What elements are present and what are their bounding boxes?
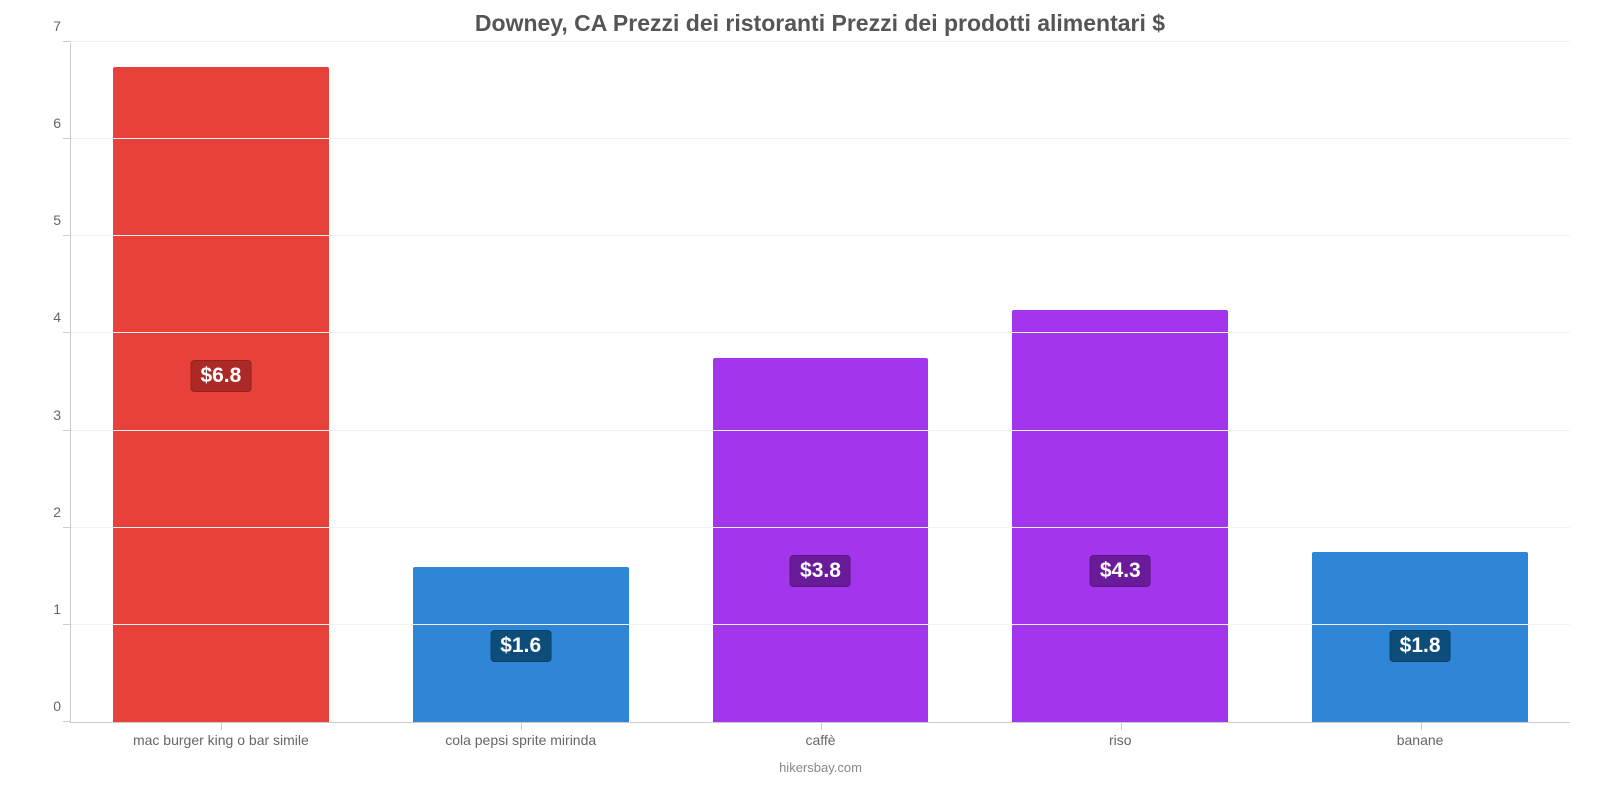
x-tick-mark — [1121, 722, 1122, 730]
bar-slot: $6.8 — [71, 43, 371, 722]
plot-area: $6.8$1.6$3.8$4.3$1.8 mac burger king o b… — [70, 43, 1570, 723]
y-tick-mark — [63, 527, 71, 528]
y-tick-label: 4 — [53, 309, 71, 325]
bar-value-label: $1.8 — [1390, 630, 1451, 662]
y-tick-mark — [63, 624, 71, 625]
y-tick-mark — [63, 721, 71, 722]
y-tick-mark — [63, 430, 71, 431]
bar-value-label: $6.8 — [190, 360, 251, 392]
y-tick-mark — [63, 138, 71, 139]
y-tick-mark — [63, 235, 71, 236]
bar-value-label: $4.3 — [1090, 555, 1151, 587]
y-tick-mark — [63, 332, 71, 333]
bar: $4.3 — [1012, 310, 1228, 722]
grid-line — [71, 41, 1570, 42]
grid-line — [71, 430, 1570, 431]
x-axis-label: cola pepsi sprite mirinda — [371, 732, 671, 748]
y-tick-label: 1 — [53, 601, 71, 617]
x-tick-mark — [521, 722, 522, 730]
bar-slot: $4.3 — [970, 43, 1270, 722]
x-axis-labels: mac burger king o bar similecola pepsi s… — [71, 732, 1570, 748]
y-tick-label: 0 — [53, 698, 71, 714]
x-axis-label: caffè — [671, 732, 971, 748]
grid-line — [71, 332, 1570, 333]
grid-line — [71, 527, 1570, 528]
x-tick-mark — [821, 722, 822, 730]
bar: $3.8 — [713, 358, 929, 722]
x-axis-label: mac burger king o bar simile — [71, 732, 371, 748]
bar: $1.8 — [1312, 552, 1528, 722]
y-tick-label: 6 — [53, 115, 71, 131]
x-axis-label: banane — [1270, 732, 1570, 748]
y-tick-label: 7 — [53, 18, 71, 34]
x-tick-mark — [221, 722, 222, 730]
x-tick-mark — [1421, 722, 1422, 730]
bar-value-label: $3.8 — [790, 555, 851, 587]
bar-value-label: $1.6 — [490, 630, 551, 662]
bar-slot: $1.6 — [371, 43, 671, 722]
credit-text: hikersbay.com — [71, 760, 1570, 775]
y-tick-label: 2 — [53, 504, 71, 520]
bars-layer: $6.8 $1.6 $3.8 $4.3 $1.8 — [71, 43, 1570, 722]
y-tick-label: 5 — [53, 212, 71, 228]
bar-slot: $1.8 — [1270, 43, 1570, 722]
grid-line — [71, 235, 1570, 236]
y-tick-mark — [63, 41, 71, 42]
chart-container: Downey, CA Prezzi dei ristoranti Prezzi … — [0, 0, 1600, 800]
x-axis-label: riso — [970, 732, 1270, 748]
bar-slot: $3.8 — [671, 43, 971, 722]
grid-line — [71, 624, 1570, 625]
chart-title: Downey, CA Prezzi dei ristoranti Prezzi … — [60, 10, 1580, 37]
grid-line — [71, 138, 1570, 139]
bar: $1.6 — [413, 567, 629, 722]
y-tick-label: 3 — [53, 407, 71, 423]
